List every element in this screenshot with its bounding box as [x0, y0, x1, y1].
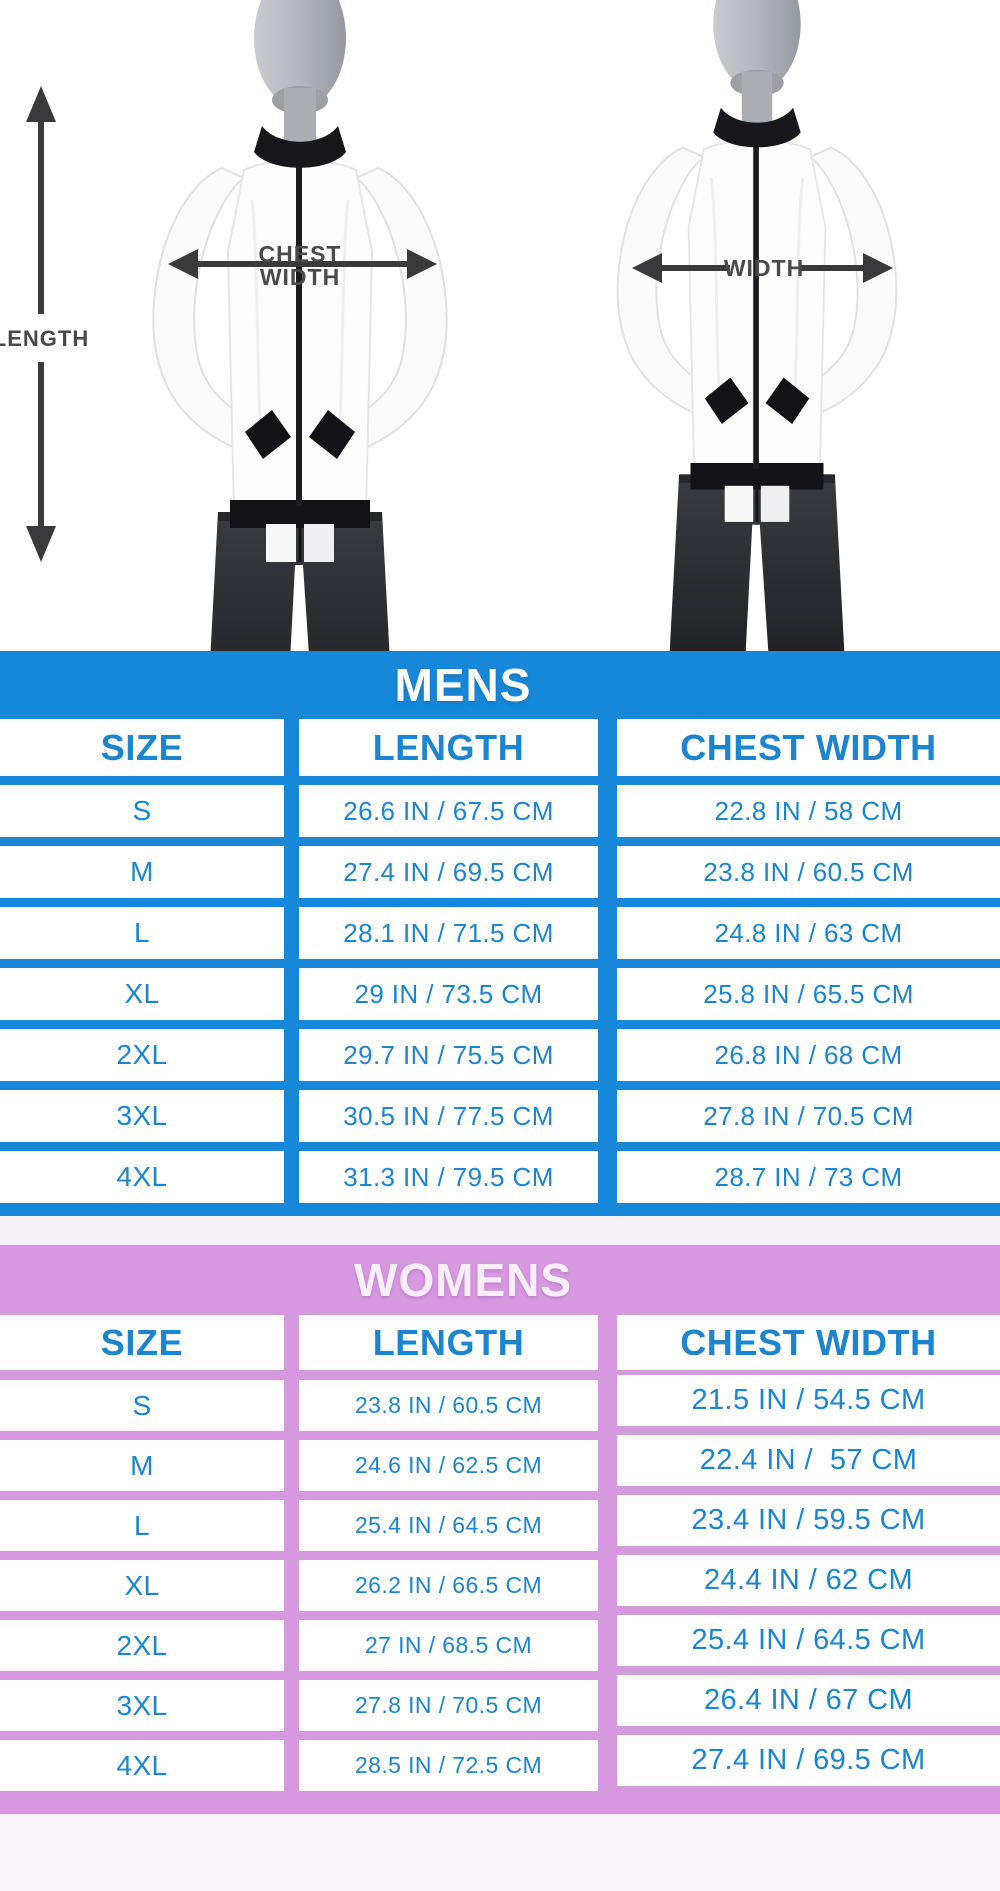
mens-length-cell: 28.1 IN / 71.5 CM [299, 907, 598, 959]
mens-length-cell: 26.6 IN / 67.5 CM [299, 785, 598, 837]
mens-chest-cell: 27.8 IN / 70.5 CM [617, 1090, 1000, 1142]
chest-width-label-line1: CHEST [259, 241, 342, 267]
mens-column-header-length: LENGTH [299, 719, 598, 776]
womens-length-cell: 25.4 IN / 64.5 CM [299, 1500, 598, 1551]
womens-table-title: WOMENS [353, 1254, 573, 1306]
womens-length-cell: 28.5 IN / 72.5 CM [299, 1740, 598, 1791]
table-row: L 25.4 IN / 64.5 CM 23.4 IN / 59.5 CM [0, 1495, 1000, 1551]
table-row: S 23.8 IN / 60.5 CM 21.5 IN / 54.5 CM [0, 1375, 1000, 1431]
womens-column-header-chest-width: CHEST WIDTH [617, 1315, 1000, 1370]
womens-size-cell: 4XL [0, 1740, 284, 1791]
womens-chest-cell: 26.4 IN / 67 CM [617, 1675, 1000, 1726]
mens-header-row: SIZE LENGTH CHEST WIDTH [0, 719, 1000, 776]
table-row: 3XL 27.8 IN / 70.5 CM 26.4 IN / 67 CM [0, 1675, 1000, 1731]
table-row: M 27.4 IN / 69.5 CM 23.8 IN / 60.5 CM [0, 846, 1000, 898]
width-arrow: WIDTH [632, 253, 893, 283]
table-row: 4XL 31.3 IN / 79.5 CM 28.7 IN / 73 CM [0, 1151, 1000, 1203]
mens-size-cell: S [0, 785, 284, 837]
mens-table-title: MENS [394, 659, 532, 711]
mens-length-cell: 27.4 IN / 69.5 CM [299, 846, 598, 898]
mens-size-table: MENS SIZE LENGTH CHEST WIDTH S 26.6 IN / … [0, 651, 1000, 1216]
chest-width-arrow: CHEST WIDTH [168, 241, 437, 290]
mens-chest-cell: 22.8 IN / 58 CM [617, 785, 1000, 837]
jacket-measurement-illustration: LENGTH CHEST WIDTH WIDTH [0, 0, 1000, 651]
table-row: XL 29 IN / 73.5 CM 25.8 IN / 65.5 CM [0, 968, 1000, 1020]
size-diagram-section: LENGTH CHEST WIDTH WIDTH [0, 0, 1000, 651]
womens-length-cell: 24.6 IN / 62.5 CM [299, 1440, 598, 1491]
womens-chest-cell: 25.4 IN / 64.5 CM [617, 1615, 1000, 1666]
mens-size-cell: M [0, 846, 284, 898]
womens-size-cell: S [0, 1380, 284, 1431]
mens-chest-cell: 23.8 IN / 60.5 CM [617, 846, 1000, 898]
womens-chest-cell: 24.4 IN / 62 CM [617, 1555, 1000, 1606]
length-arrow: LENGTH [0, 86, 89, 562]
mens-length-cell: 29.7 IN / 75.5 CM [299, 1029, 598, 1081]
mens-length-cell: 29 IN / 73.5 CM [299, 968, 598, 1020]
table-row: L 28.1 IN / 71.5 CM 24.8 IN / 63 CM [0, 907, 1000, 959]
mens-size-cell: XL [0, 968, 284, 1020]
mens-jacket-figure [153, 0, 446, 651]
womens-size-cell: L [0, 1500, 284, 1551]
womens-length-cell: 26.2 IN / 66.5 CM [299, 1560, 598, 1611]
mens-chest-cell: 24.8 IN / 63 CM [617, 907, 1000, 959]
mens-size-cell: 4XL [0, 1151, 284, 1203]
womens-length-cell: 27 IN / 68.5 CM [299, 1620, 598, 1671]
table-row: 4XL 28.5 IN / 72.5 CM 27.4 IN / 69.5 CM [0, 1735, 1000, 1791]
mens-chest-cell: 25.8 IN / 65.5 CM [617, 968, 1000, 1020]
mens-chest-cell: 28.7 IN / 73 CM [617, 1151, 1000, 1203]
womens-size-cell: 2XL [0, 1620, 284, 1671]
chest-width-label-line2: WIDTH [260, 264, 340, 290]
womens-jacket-figure [618, 0, 897, 651]
womens-rows: S 23.8 IN / 60.5 CM 21.5 IN / 54.5 CM M 24.6… [0, 1375, 1000, 1791]
table-row: XL 26.2 IN / 66.5 CM 24.4 IN / 62 CM [0, 1555, 1000, 1611]
mens-size-cell: 2XL [0, 1029, 284, 1081]
womens-size-cell: 3XL [0, 1680, 284, 1731]
table-row: S 26.6 IN / 67.5 CM 22.8 IN / 58 CM [0, 785, 1000, 837]
womens-size-table: WOMENS SIZE LENGTH CHEST WIDTH S 23.8 IN … [0, 1245, 1000, 1814]
bottom-margin [0, 1814, 1000, 1891]
womens-length-cell: 27.8 IN / 70.5 CM [299, 1680, 598, 1731]
mens-chest-cell: 26.8 IN / 68 CM [617, 1029, 1000, 1081]
length-label: LENGTH [0, 326, 89, 351]
mens-rows: S 26.6 IN / 67.5 CM 22.8 IN / 58 CM M 27.4 I… [0, 785, 1000, 1203]
table-row: M 24.6 IN / 62.5 CM 22.4 IN / 57 CM [0, 1435, 1000, 1491]
womens-chest-cell: 27.4 IN / 69.5 CM [617, 1735, 1000, 1786]
womens-chest-cell: 21.5 IN / 54.5 CM [617, 1375, 1000, 1426]
womens-size-cell: M [0, 1440, 284, 1491]
mens-column-header-size: SIZE [0, 719, 284, 776]
mens-column-header-chest-width: CHEST WIDTH [617, 719, 1000, 776]
womens-column-header-size: SIZE [0, 1315, 284, 1370]
table-divider-space [0, 1216, 1000, 1245]
womens-chest-cell: 23.4 IN / 59.5 CM [617, 1495, 1000, 1546]
table-row: 2XL 27 IN / 68.5 CM 25.4 IN / 64.5 CM [0, 1615, 1000, 1671]
womens-length-cell: 23.8 IN / 60.5 CM [299, 1380, 598, 1431]
table-row: 2XL 29.7 IN / 75.5 CM 26.8 IN / 68 CM [0, 1029, 1000, 1081]
womens-chest-cell: 22.4 IN / 57 CM [617, 1435, 1000, 1486]
mens-length-cell: 31.3 IN / 79.5 CM [299, 1151, 598, 1203]
mens-size-cell: L [0, 907, 284, 959]
table-row: 3XL 30.5 IN / 77.5 CM 27.8 IN / 70.5 CM [0, 1090, 1000, 1142]
mens-size-cell: 3XL [0, 1090, 284, 1142]
womens-size-cell: XL [0, 1560, 284, 1611]
width-label: WIDTH [724, 255, 804, 281]
mens-length-cell: 30.5 IN / 77.5 CM [299, 1090, 598, 1142]
womens-column-header-length: LENGTH [299, 1315, 598, 1370]
womens-header-row: SIZE LENGTH CHEST WIDTH [0, 1315, 1000, 1370]
